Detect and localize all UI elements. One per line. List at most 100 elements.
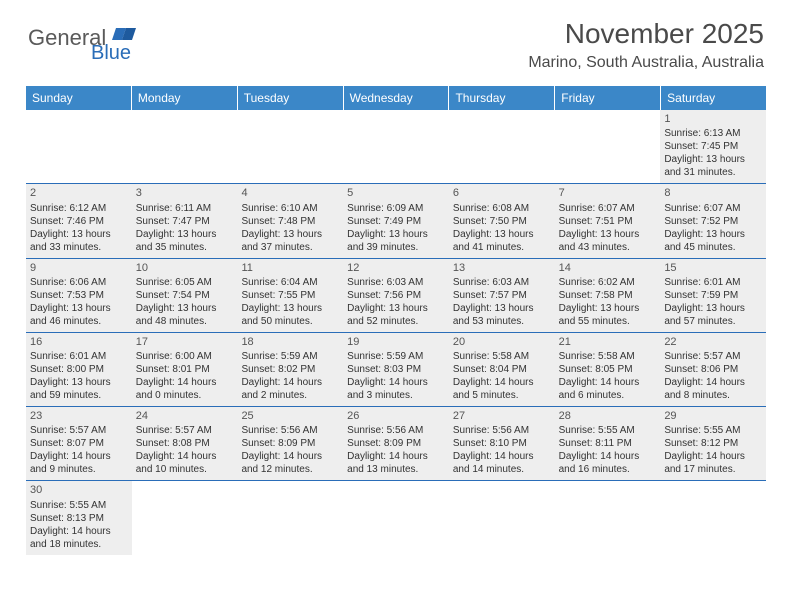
- day-number: 12: [347, 261, 445, 275]
- sunrise-line: Sunrise: 6:03 AM: [347, 276, 445, 289]
- daylight-line: Daylight: 14 hours and 10 minutes.: [136, 450, 234, 476]
- sunset-line: Sunset: 8:13 PM: [30, 512, 128, 525]
- day-cell: 23Sunrise: 5:57 AMSunset: 8:07 PMDayligh…: [26, 407, 132, 480]
- sunset-line: Sunset: 7:45 PM: [664, 140, 762, 153]
- day-header-cell: Tuesday: [238, 86, 344, 110]
- sunrise-line: Sunrise: 6:02 AM: [559, 276, 657, 289]
- daylight-line: Daylight: 14 hours and 13 minutes.: [347, 450, 445, 476]
- sunrise-line: Sunrise: 5:55 AM: [30, 499, 128, 512]
- day-cell: [132, 481, 238, 554]
- day-cell: 1Sunrise: 6:13 AMSunset: 7:45 PMDaylight…: [660, 110, 766, 183]
- sunset-line: Sunset: 7:57 PM: [453, 289, 551, 302]
- daylight-line: Daylight: 14 hours and 9 minutes.: [30, 450, 128, 476]
- location: Marino, South Australia, Australia: [528, 54, 764, 72]
- day-cell: [449, 481, 555, 554]
- day-number: 18: [241, 335, 339, 349]
- day-cell: 8Sunrise: 6:07 AMSunset: 7:52 PMDaylight…: [660, 184, 766, 257]
- sunrise-line: Sunrise: 6:09 AM: [347, 202, 445, 215]
- day-cell: 14Sunrise: 6:02 AMSunset: 7:58 PMDayligh…: [555, 259, 661, 332]
- day-number: 13: [453, 261, 551, 275]
- day-number: 23: [30, 409, 128, 423]
- daylight-line: Daylight: 14 hours and 5 minutes.: [453, 376, 551, 402]
- sunrise-line: Sunrise: 6:11 AM: [136, 202, 234, 215]
- sunset-line: Sunset: 8:04 PM: [453, 363, 551, 376]
- sunrise-line: Sunrise: 5:59 AM: [347, 350, 445, 363]
- daylight-line: Daylight: 13 hours and 46 minutes.: [30, 302, 128, 328]
- day-cell: 22Sunrise: 5:57 AMSunset: 8:06 PMDayligh…: [660, 333, 766, 406]
- day-cell: 2Sunrise: 6:12 AMSunset: 7:46 PMDaylight…: [26, 184, 132, 257]
- day-cell: 26Sunrise: 5:56 AMSunset: 8:09 PMDayligh…: [343, 407, 449, 480]
- daylight-line: Daylight: 13 hours and 35 minutes.: [136, 228, 234, 254]
- day-number: 20: [453, 335, 551, 349]
- sunset-line: Sunset: 7:50 PM: [453, 215, 551, 228]
- day-cell: 12Sunrise: 6:03 AMSunset: 7:56 PMDayligh…: [343, 259, 449, 332]
- sunset-line: Sunset: 8:01 PM: [136, 363, 234, 376]
- logo-text-sub: Blue: [91, 42, 131, 65]
- sunrise-line: Sunrise: 5:55 AM: [664, 424, 762, 437]
- day-cell: [132, 110, 238, 183]
- sunset-line: Sunset: 8:10 PM: [453, 437, 551, 450]
- day-cell: 18Sunrise: 5:59 AMSunset: 8:02 PMDayligh…: [237, 333, 343, 406]
- sunset-line: Sunset: 8:08 PM: [136, 437, 234, 450]
- day-number: 25: [241, 409, 339, 423]
- daylight-line: Daylight: 13 hours and 53 minutes.: [453, 302, 551, 328]
- day-cell: 19Sunrise: 5:59 AMSunset: 8:03 PMDayligh…: [343, 333, 449, 406]
- daylight-line: Daylight: 13 hours and 59 minutes.: [30, 376, 128, 402]
- sunset-line: Sunset: 8:05 PM: [559, 363, 657, 376]
- sunrise-line: Sunrise: 6:03 AM: [453, 276, 551, 289]
- day-number: 21: [559, 335, 657, 349]
- day-cell: 5Sunrise: 6:09 AMSunset: 7:49 PMDaylight…: [343, 184, 449, 257]
- day-number: 14: [559, 261, 657, 275]
- day-number: 15: [664, 261, 762, 275]
- sunset-line: Sunset: 7:54 PM: [136, 289, 234, 302]
- sunset-line: Sunset: 7:46 PM: [30, 215, 128, 228]
- sunrise-line: Sunrise: 6:05 AM: [136, 276, 234, 289]
- day-number: 24: [136, 409, 234, 423]
- daylight-line: Daylight: 13 hours and 45 minutes.: [664, 228, 762, 254]
- week-row: 1Sunrise: 6:13 AMSunset: 7:45 PMDaylight…: [26, 110, 766, 184]
- daylight-line: Daylight: 13 hours and 50 minutes.: [241, 302, 339, 328]
- sunset-line: Sunset: 7:47 PM: [136, 215, 234, 228]
- calendar: SundayMondayTuesdayWednesdayThursdayFrid…: [26, 86, 766, 555]
- day-cell: [555, 110, 661, 183]
- week-row: 9Sunrise: 6:06 AMSunset: 7:53 PMDaylight…: [26, 259, 766, 333]
- sunrise-line: Sunrise: 5:58 AM: [559, 350, 657, 363]
- daylight-line: Daylight: 14 hours and 14 minutes.: [453, 450, 551, 476]
- sunrise-line: Sunrise: 5:57 AM: [30, 424, 128, 437]
- month-title: November 2025: [528, 18, 764, 50]
- week-row: 2Sunrise: 6:12 AMSunset: 7:46 PMDaylight…: [26, 184, 766, 258]
- sunset-line: Sunset: 8:07 PM: [30, 437, 128, 450]
- sunrise-line: Sunrise: 6:10 AM: [241, 202, 339, 215]
- sunset-line: Sunset: 7:56 PM: [347, 289, 445, 302]
- day-cell: 28Sunrise: 5:55 AMSunset: 8:11 PMDayligh…: [555, 407, 661, 480]
- sunset-line: Sunset: 7:58 PM: [559, 289, 657, 302]
- daylight-line: Daylight: 14 hours and 16 minutes.: [559, 450, 657, 476]
- daylight-line: Daylight: 14 hours and 3 minutes.: [347, 376, 445, 402]
- day-number: 4: [241, 186, 339, 200]
- day-cell: 16Sunrise: 6:01 AMSunset: 8:00 PMDayligh…: [26, 333, 132, 406]
- day-number: 8: [664, 186, 762, 200]
- sunset-line: Sunset: 8:03 PM: [347, 363, 445, 376]
- daylight-line: Daylight: 14 hours and 12 minutes.: [241, 450, 339, 476]
- day-number: 10: [136, 261, 234, 275]
- day-cell: 25Sunrise: 5:56 AMSunset: 8:09 PMDayligh…: [237, 407, 343, 480]
- day-cell: [449, 110, 555, 183]
- day-header-cell: Thursday: [449, 86, 555, 110]
- day-cell: [237, 110, 343, 183]
- day-header-cell: Sunday: [26, 86, 132, 110]
- day-number: 26: [347, 409, 445, 423]
- day-cell: 30Sunrise: 5:55 AMSunset: 8:13 PMDayligh…: [26, 481, 132, 554]
- sunset-line: Sunset: 8:02 PM: [241, 363, 339, 376]
- day-cell: 29Sunrise: 5:55 AMSunset: 8:12 PMDayligh…: [660, 407, 766, 480]
- day-number: 2: [30, 186, 128, 200]
- day-number: 29: [664, 409, 762, 423]
- sunset-line: Sunset: 8:11 PM: [559, 437, 657, 450]
- day-number: 22: [664, 335, 762, 349]
- day-cell: 13Sunrise: 6:03 AMSunset: 7:57 PMDayligh…: [449, 259, 555, 332]
- sunrise-line: Sunrise: 6:01 AM: [664, 276, 762, 289]
- daylight-line: Daylight: 14 hours and 2 minutes.: [241, 376, 339, 402]
- day-cell: 15Sunrise: 6:01 AMSunset: 7:59 PMDayligh…: [660, 259, 766, 332]
- day-header-cell: Friday: [555, 86, 661, 110]
- sunrise-line: Sunrise: 6:07 AM: [559, 202, 657, 215]
- day-number: 5: [347, 186, 445, 200]
